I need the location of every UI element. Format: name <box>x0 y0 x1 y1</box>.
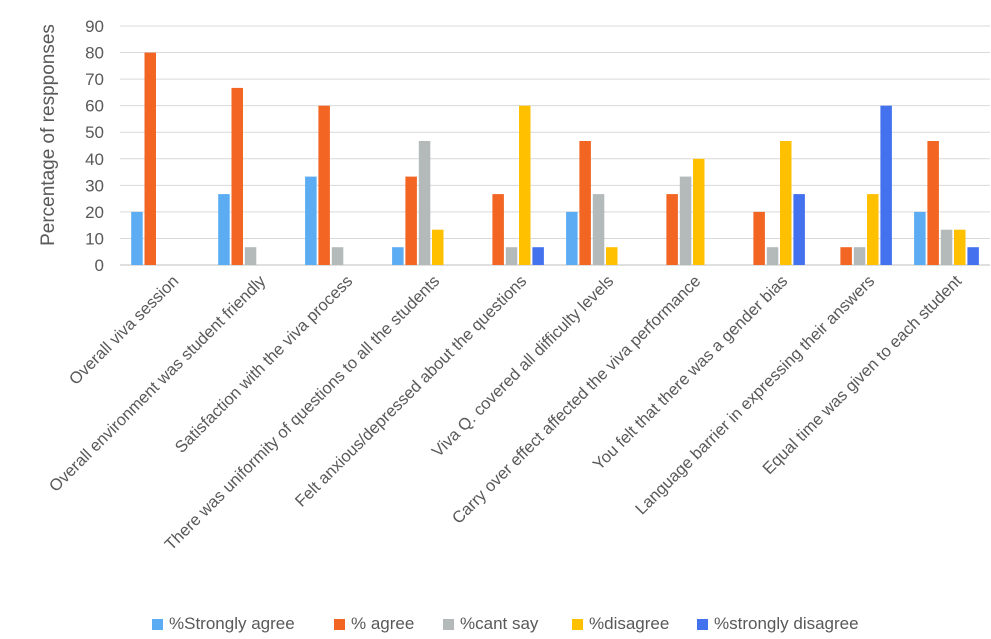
bar <box>954 229 966 265</box>
y-axis-ticks: 0 10 20 30 40 50 60 70 80 90 <box>85 17 104 275</box>
bar <box>579 141 591 265</box>
bar <box>244 247 257 265</box>
x-category-label: Viva Q. covered all difficulty levels <box>429 272 618 461</box>
y-tick-label: 80 <box>85 44 104 63</box>
y-tick-label: 50 <box>85 123 104 142</box>
bar <box>592 194 605 265</box>
legend-swatch <box>572 618 583 630</box>
bar <box>753 211 765 265</box>
bar <box>693 158 705 265</box>
bar <box>867 194 879 265</box>
bar <box>231 87 243 266</box>
bar <box>840 247 852 265</box>
legend-swatch <box>443 618 454 630</box>
bar <box>793 194 805 265</box>
y-tick-label: 10 <box>85 229 104 248</box>
bar <box>532 247 544 265</box>
bar <box>405 176 417 265</box>
legend-swatch <box>697 618 708 630</box>
x-category-label: Equal time was given to each student <box>759 272 965 478</box>
bar <box>218 194 230 265</box>
y-tick-label: 30 <box>85 176 104 195</box>
y-axis-label: Percentage of respponses <box>38 24 59 246</box>
bar <box>392 247 404 265</box>
y-tick-label: 0 <box>95 256 104 275</box>
legend-label: %cant say <box>460 614 539 633</box>
legend-item: %cant say <box>443 612 538 636</box>
bar <box>853 247 866 265</box>
legend-label: %strongly disagree <box>714 614 859 633</box>
bar <box>505 247 518 265</box>
bar <box>780 141 792 265</box>
y-tick-label: 20 <box>85 203 104 222</box>
bar <box>305 176 317 265</box>
bars <box>131 52 979 266</box>
gridlines <box>120 25 990 266</box>
legend-swatch <box>152 618 163 630</box>
bar <box>566 211 578 265</box>
x-category-label: You felt that there was a gender bias <box>590 272 792 474</box>
bar <box>967 247 979 265</box>
legend-swatch <box>334 618 345 630</box>
bar <box>666 194 678 265</box>
legend: %Strongly agree % agree %cant say %disagree… <box>0 612 991 636</box>
bar <box>318 105 330 265</box>
y-tick-label: 60 <box>85 97 104 116</box>
bar <box>144 52 156 265</box>
bar <box>418 141 431 265</box>
legend-label: % agree <box>351 614 415 633</box>
bar <box>606 247 618 265</box>
bar-chart: 0 10 20 30 40 50 60 70 80 90 Overall viva session… <box>38 17 990 554</box>
legend-item: % agree <box>334 612 414 636</box>
y-tick-label: 70 <box>85 70 104 89</box>
legend-item: %strongly disagree <box>697 612 859 636</box>
legend-label: %disagree <box>589 614 670 633</box>
legend-item: %Strongly agree <box>152 612 295 636</box>
legend-item: %disagree <box>572 612 669 636</box>
y-tick-label: 90 <box>85 17 104 36</box>
bar <box>519 105 531 265</box>
bar <box>432 229 444 265</box>
y-tick-label: 40 <box>85 150 104 169</box>
bar <box>880 105 892 265</box>
bar <box>679 176 692 265</box>
bar <box>766 247 779 265</box>
bar <box>131 211 143 265</box>
bar <box>331 247 344 265</box>
bar <box>914 211 926 265</box>
x-category-label: Satisfaction with the viva process <box>172 272 357 457</box>
bar <box>492 194 504 265</box>
legend-label: %Strongly agree <box>169 614 295 633</box>
bar <box>927 141 939 265</box>
bar <box>940 229 953 265</box>
